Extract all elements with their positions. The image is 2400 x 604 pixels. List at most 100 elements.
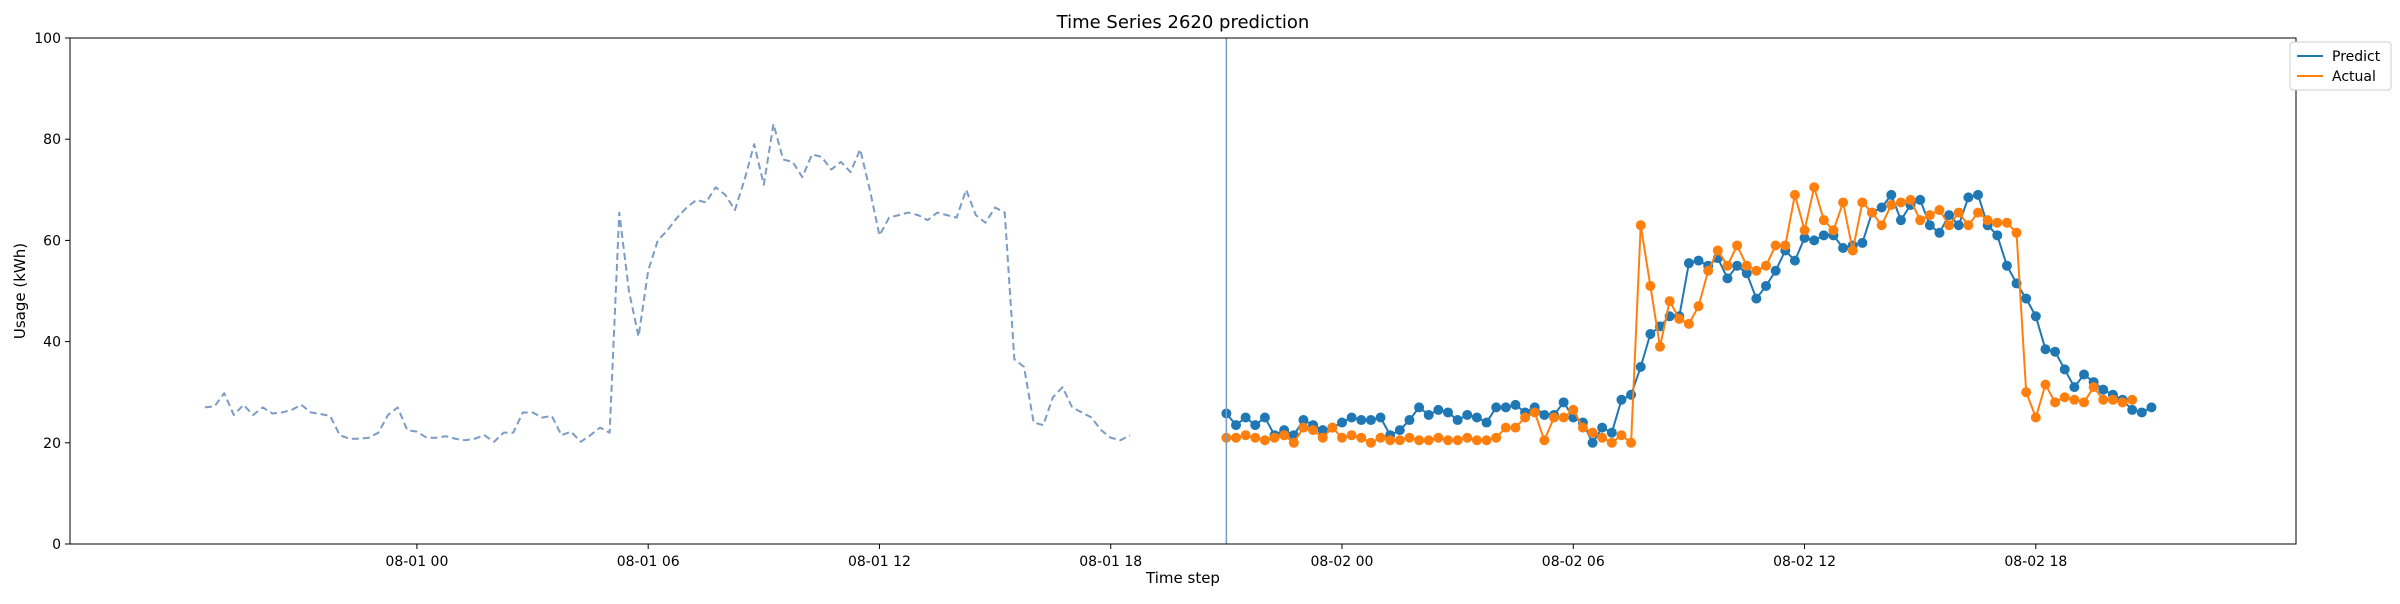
data-point <box>1433 432 1444 443</box>
data-point <box>1674 313 1685 324</box>
data-point <box>1510 399 1521 410</box>
data-point <box>1886 199 1897 210</box>
data-point <box>1973 207 1983 218</box>
data-point <box>1944 220 1955 231</box>
data-point <box>2021 293 2032 304</box>
data-point <box>2127 404 2138 415</box>
series-line <box>204 123 1131 443</box>
data-point <box>1288 437 1299 448</box>
data-point <box>1606 427 1617 438</box>
data-point <box>1626 389 1637 400</box>
data-point <box>1308 425 1319 436</box>
data-point <box>1279 430 1290 441</box>
data-point <box>1876 202 1887 213</box>
data-point <box>1626 437 1637 448</box>
data-point <box>1895 197 1906 208</box>
data-point <box>1481 417 1492 428</box>
data-point <box>1231 432 1241 443</box>
data-point <box>1240 430 1251 441</box>
data-point <box>1346 430 1357 441</box>
data-point <box>1443 407 1453 418</box>
data-point <box>1558 397 1569 408</box>
data-point <box>2059 364 2070 375</box>
data-point <box>2030 412 2041 423</box>
data-point <box>1250 432 1261 443</box>
data-point <box>1732 260 1743 271</box>
legend-label-predict: Predict <box>2332 49 2381 65</box>
data-point <box>1587 437 1598 448</box>
data-point <box>1423 435 1434 446</box>
data-point <box>1317 432 1328 443</box>
data-point <box>1809 182 1820 193</box>
y-tick-label: 60 <box>43 233 61 249</box>
data-point <box>1337 417 1347 428</box>
y-tick-label: 100 <box>34 31 61 47</box>
data-point <box>1895 215 1906 226</box>
y-axis: 0 20 40 60 80 100 <box>34 31 70 553</box>
data-point <box>1683 258 1694 269</box>
data-point <box>1963 192 1974 203</box>
legend-box <box>2289 41 2392 91</box>
data-point <box>1847 245 1858 256</box>
data-point <box>1577 422 1588 433</box>
data-point <box>1433 404 1444 415</box>
data-point <box>1558 412 1569 423</box>
data-point <box>1423 409 1434 420</box>
data-point <box>2021 387 2032 398</box>
data-point <box>1761 280 1771 291</box>
data-point <box>1915 194 1926 205</box>
series-actual <box>1221 182 2138 448</box>
data-point <box>2030 311 2041 322</box>
data-point <box>1635 220 1646 231</box>
data-point <box>1317 425 1328 436</box>
data-point <box>1799 232 1810 243</box>
data-point <box>1365 415 1376 426</box>
data-point <box>1616 394 1627 405</box>
data-point <box>1761 260 1771 271</box>
data-point <box>1924 220 1935 231</box>
data-point <box>1905 194 1916 205</box>
data-point <box>1693 255 1704 266</box>
y-tick-label: 0 <box>52 537 61 553</box>
data-point <box>1568 404 1579 415</box>
data-point <box>1491 432 1502 443</box>
data-point <box>1963 220 1974 231</box>
data-point <box>1491 402 1502 413</box>
data-point <box>1529 407 1540 418</box>
data-point <box>1385 435 1396 446</box>
data-point <box>1481 435 1492 446</box>
data-point <box>2069 382 2080 393</box>
data-point <box>1693 301 1704 312</box>
axes-frame <box>69 37 2297 545</box>
data-point <box>1616 430 1627 441</box>
data-point <box>1327 422 1338 433</box>
data-point <box>1452 415 1463 426</box>
data-point <box>2127 394 2138 405</box>
x-tick-label: 08-02 12 <box>1773 554 1836 570</box>
data-point <box>1924 210 1935 221</box>
data-point <box>1741 268 1752 279</box>
x-tick-label: 08-01 12 <box>848 554 911 570</box>
data-point <box>1973 189 1983 200</box>
data-point <box>1645 329 1656 340</box>
data-point <box>2098 394 2109 405</box>
y-tick-label: 20 <box>43 436 61 452</box>
data-point <box>1818 215 1829 226</box>
data-point <box>1298 422 1309 433</box>
data-point <box>1770 240 1781 251</box>
data-point <box>1259 435 1270 446</box>
data-point <box>2079 397 2089 408</box>
data-point <box>1982 215 1993 226</box>
chart-title: Time Series 2620 prediction <box>1056 12 1310 33</box>
data-point <box>1934 227 1945 238</box>
data-point <box>1645 280 1656 291</box>
data-point <box>1510 422 1521 433</box>
data-point <box>1520 412 1531 423</box>
data-point <box>1462 432 1473 443</box>
plot-area <box>204 38 2157 544</box>
x-axis-label: Time step <box>1145 569 1220 587</box>
data-point <box>1886 189 1897 200</box>
y-tick-label: 80 <box>43 132 61 148</box>
